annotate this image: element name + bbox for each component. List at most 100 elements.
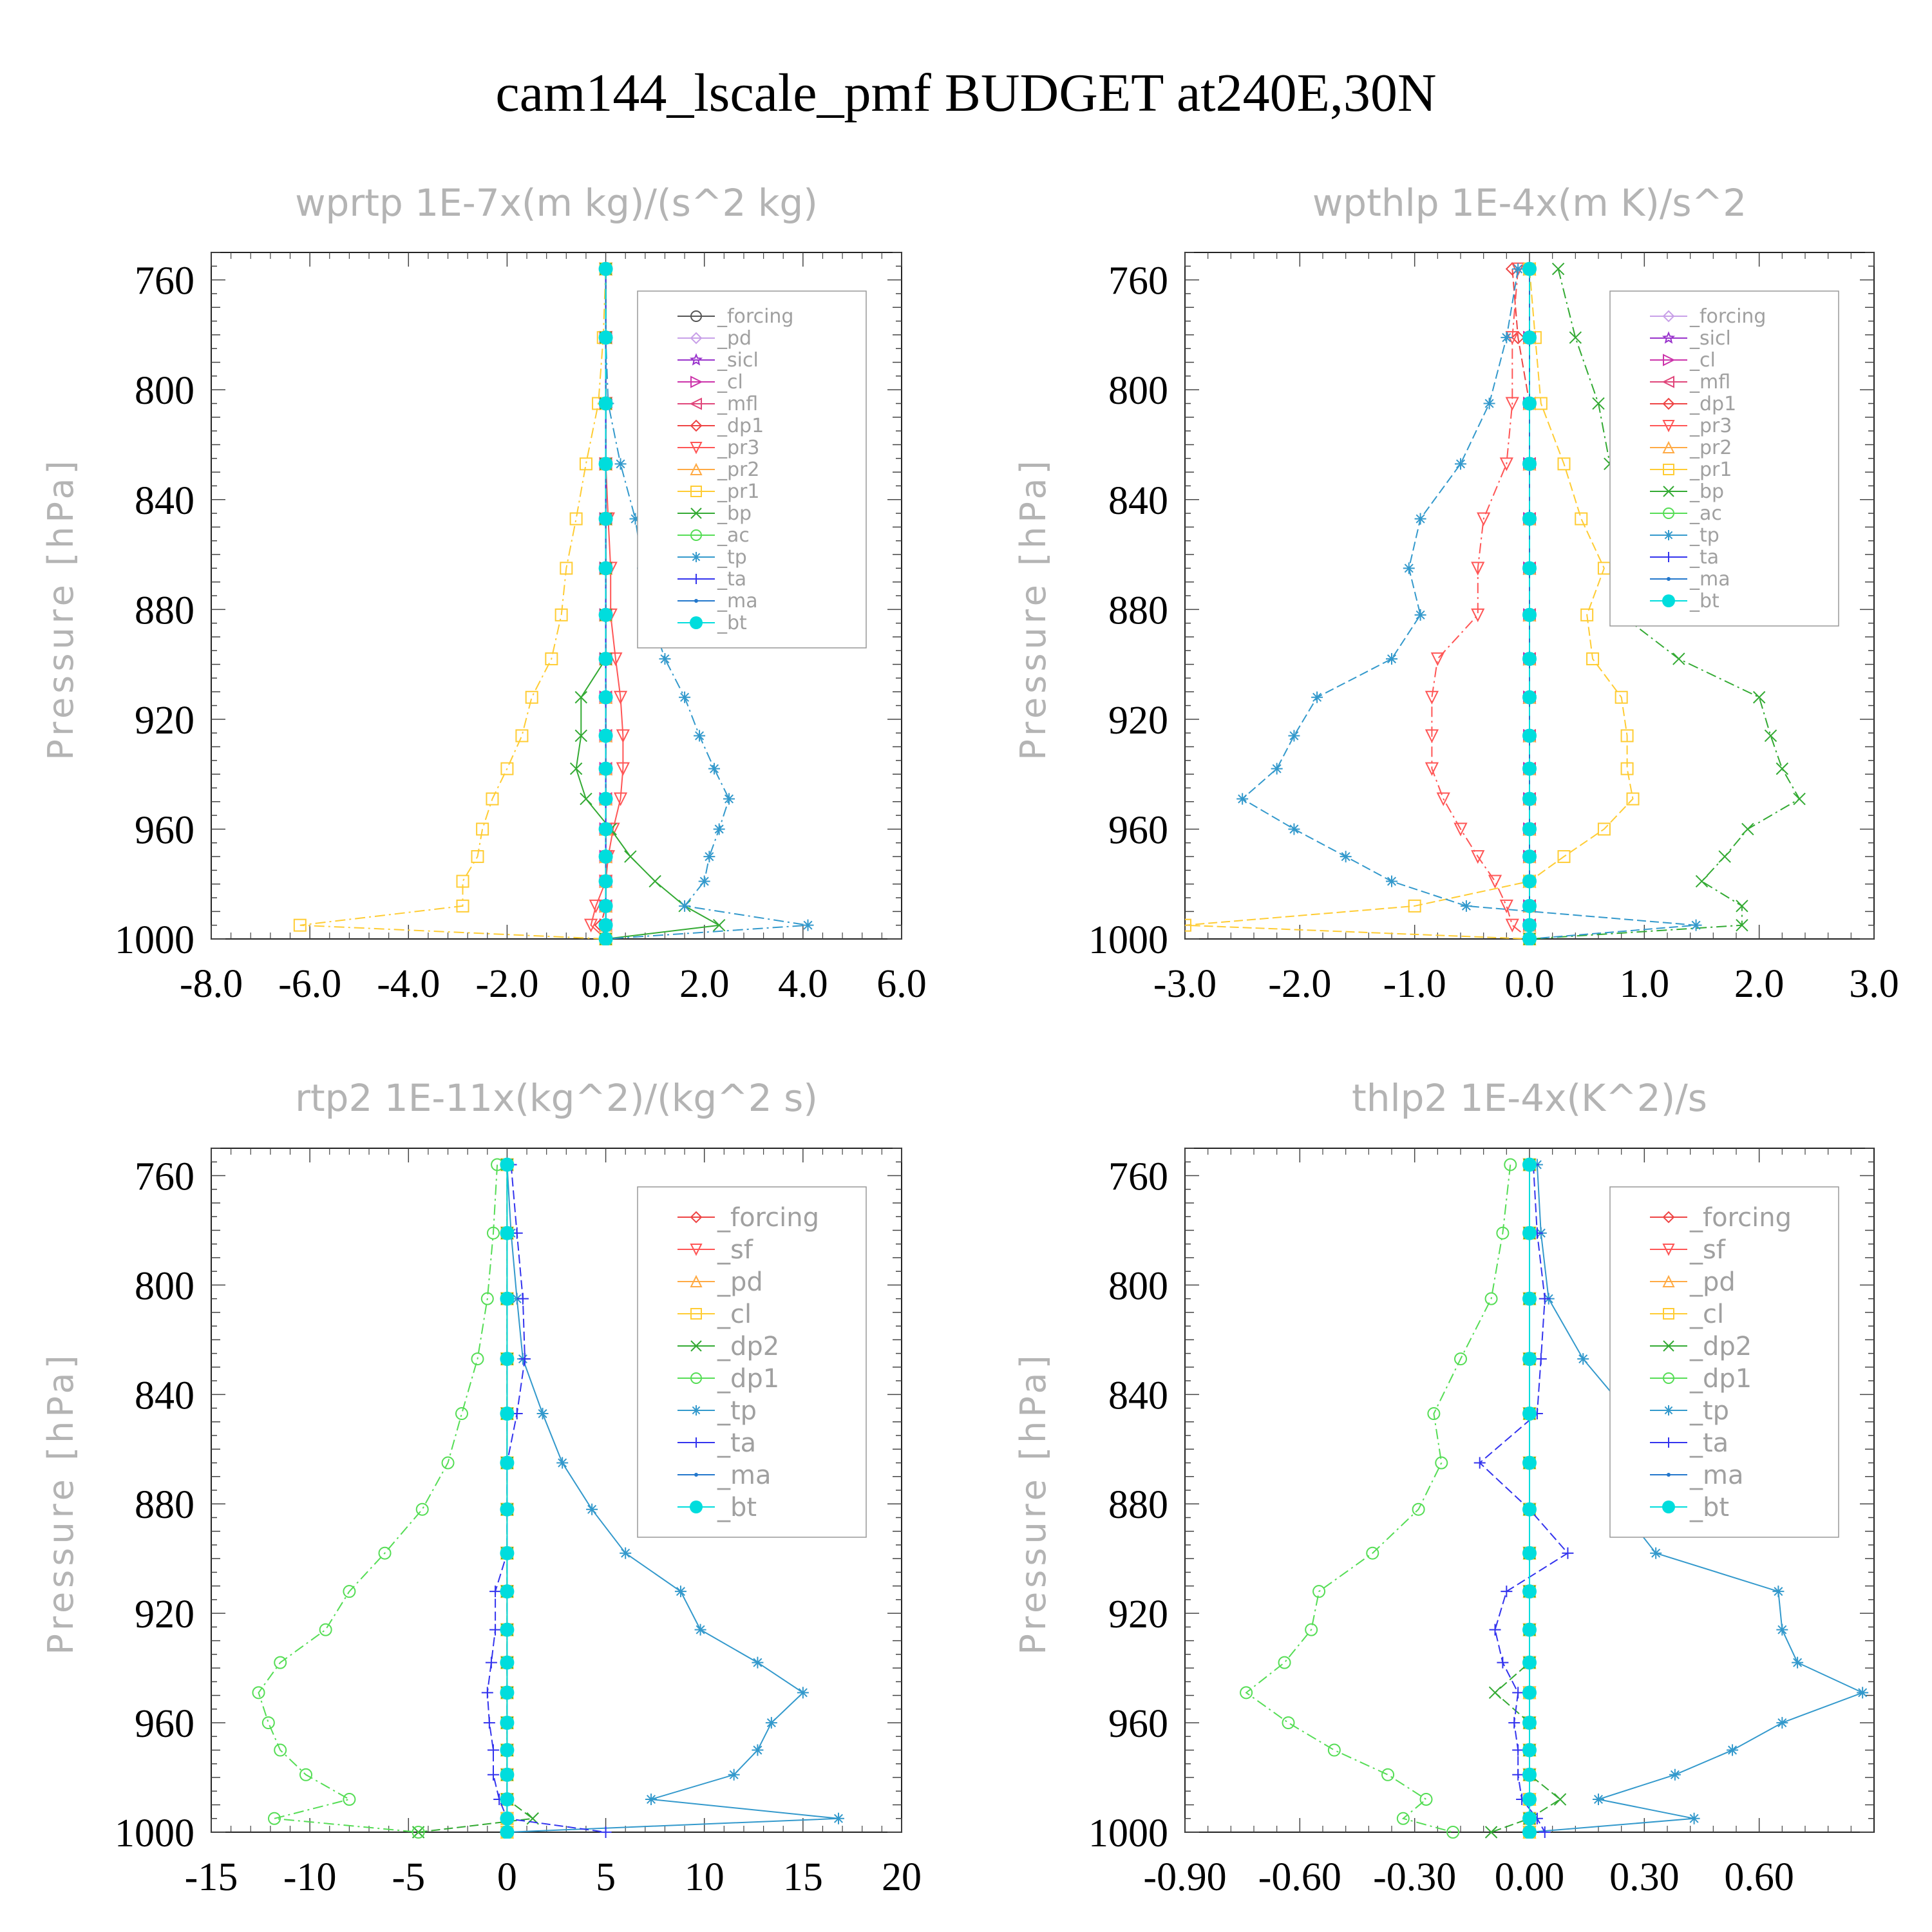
legend-label: _ta bbox=[1689, 1428, 1728, 1458]
y-tick-label: 1000 bbox=[115, 1812, 194, 1855]
data-point-bt bbox=[1522, 1455, 1537, 1470]
data-point-pr1 bbox=[500, 762, 514, 775]
series-line-dp1 bbox=[600, 269, 607, 940]
legend-label: _cl bbox=[1689, 349, 1716, 372]
legend-label: _pr3 bbox=[717, 437, 759, 459]
data-point-pr3 bbox=[1505, 918, 1519, 933]
data-point-bp bbox=[1592, 397, 1605, 410]
data-point-bt bbox=[1522, 1352, 1537, 1367]
data-point-bt bbox=[1522, 1546, 1537, 1560]
legend-item-tp: _tp bbox=[677, 546, 747, 569]
data-point-pr1 bbox=[545, 652, 558, 666]
data-point-dp1 bbox=[1327, 1743, 1341, 1757]
chart-title: wprtp 1E-7x(m kg)/(s^2 kg) bbox=[295, 181, 818, 225]
legend-label: _bp bbox=[717, 502, 752, 525]
data-point-bt bbox=[1522, 396, 1537, 411]
legend-swatch-marker bbox=[1663, 1340, 1674, 1352]
data-point-tp bbox=[708, 762, 721, 775]
data-point-dp1 bbox=[1412, 1502, 1425, 1516]
data-point-dp1 bbox=[455, 1407, 468, 1421]
legend-label: _sicl bbox=[717, 349, 759, 372]
legend-item-dp1: _dp1 bbox=[1650, 393, 1736, 415]
series-line-ta bbox=[486, 1164, 606, 1833]
x-tick-label: 2.0 bbox=[1734, 962, 1785, 1006]
legend: _forcing_sf_pd _cl _dp2 _dp1_tp_ta _ma _bt bbox=[1609, 1186, 1839, 1538]
x-tick-label: 0.00 bbox=[1495, 1855, 1565, 1899]
x-tick-label: 1.0 bbox=[1620, 962, 1670, 1006]
legend-label: _cl bbox=[1689, 1300, 1724, 1329]
legend-swatch-marker bbox=[1662, 594, 1675, 607]
legend-swatch-marker bbox=[1662, 310, 1675, 323]
data-point-bt bbox=[598, 761, 613, 776]
legend-item-bp: _bp bbox=[1650, 480, 1724, 503]
data-point-pr1 bbox=[293, 918, 307, 932]
data-point-bt bbox=[1522, 1502, 1537, 1517]
y-tick-label: 960 bbox=[1108, 808, 1168, 852]
legend-swatch-marker bbox=[1662, 440, 1675, 453]
data-point-dp1 bbox=[441, 1456, 455, 1470]
data-point-bt bbox=[1522, 1584, 1537, 1599]
data-point-dp1 bbox=[1504, 1158, 1517, 1171]
legend-box bbox=[637, 1186, 867, 1538]
data-point-ta bbox=[489, 1624, 502, 1636]
data-point-bp bbox=[1551, 262, 1565, 276]
x-tick-label: -10 bbox=[283, 1855, 337, 1899]
legend-item-dp2: _dp2 bbox=[1650, 1332, 1752, 1361]
legend-swatch-marker bbox=[690, 1340, 702, 1352]
data-point-ta bbox=[1539, 1826, 1551, 1838]
legend-label: _dp1 bbox=[717, 415, 764, 437]
chart-title: thlp2 1E-4x(K^2)/s bbox=[1352, 1076, 1707, 1120]
data-point-tp bbox=[1288, 730, 1300, 742]
x-tick-label: 0 bbox=[497, 1855, 517, 1899]
legend-item-sicl: _sicl bbox=[1650, 327, 1731, 350]
data-point-pr1 bbox=[486, 792, 499, 806]
y-tick-label: 760 bbox=[1108, 260, 1168, 303]
data-point-pr1 bbox=[456, 875, 469, 888]
legend-label: _mfl bbox=[717, 393, 758, 415]
data-point-bt bbox=[1522, 1743, 1537, 1757]
data-point-pr1 bbox=[1620, 762, 1634, 775]
legend-label: _forcing bbox=[717, 1203, 819, 1233]
y-tick-label: 1000 bbox=[1088, 918, 1168, 962]
data-point-bt bbox=[598, 690, 613, 705]
data-point-pr3 bbox=[1499, 457, 1513, 471]
legend-item-ma: _ma bbox=[1650, 1461, 1743, 1490]
legend-label: _ta bbox=[1689, 546, 1719, 569]
data-point-bp bbox=[1736, 918, 1748, 932]
data-point-bp bbox=[580, 792, 592, 806]
legend-swatch-marker bbox=[691, 1405, 701, 1416]
legend-swatch-marker bbox=[1663, 354, 1676, 366]
data-point-bt bbox=[1522, 874, 1537, 889]
x-tick-label: 15 bbox=[783, 1855, 823, 1899]
data-point-tp bbox=[1690, 919, 1702, 931]
chart-title: wpthlp 1E-4x(m K)/s^2 bbox=[1312, 181, 1747, 225]
data-point-ta bbox=[518, 1353, 531, 1365]
data-point-dp1 bbox=[415, 1502, 429, 1516]
x-tick-label: -15 bbox=[185, 1855, 238, 1899]
data-point-pr3 bbox=[616, 762, 630, 776]
data-point-bt bbox=[1522, 898, 1537, 913]
data-point-bt bbox=[500, 1825, 515, 1839]
y-tick-label: 760 bbox=[1108, 1155, 1168, 1198]
data-point-ta bbox=[1539, 1293, 1551, 1305]
x-tick-label: -4.0 bbox=[377, 962, 440, 1006]
data-point-pr1 bbox=[1580, 608, 1594, 621]
legend-label: _dp1 bbox=[1689, 393, 1736, 415]
data-point-bt bbox=[1522, 918, 1537, 933]
y-tick-label: 840 bbox=[135, 479, 194, 523]
data-point-ta bbox=[487, 1744, 499, 1756]
legend-label: _ac bbox=[717, 524, 750, 547]
data-point-pr1 bbox=[476, 822, 489, 836]
data-point-pr1 bbox=[471, 850, 484, 864]
x-tick-label: -5 bbox=[392, 1855, 425, 1899]
data-point-ta bbox=[1512, 1687, 1524, 1699]
legend-swatch-marker bbox=[689, 397, 702, 410]
legend-item-bt: _bt bbox=[1650, 590, 1719, 612]
data-point-pr3 bbox=[613, 792, 628, 806]
data-point-dp1 bbox=[1312, 1585, 1326, 1598]
legend-label: _dp2 bbox=[717, 1332, 779, 1361]
series-line-dp1 bbox=[1245, 1164, 1511, 1833]
legend-item-tp: _tp bbox=[1650, 524, 1719, 547]
data-point-bt bbox=[1522, 1622, 1537, 1637]
data-point-bt bbox=[1522, 1406, 1537, 1421]
